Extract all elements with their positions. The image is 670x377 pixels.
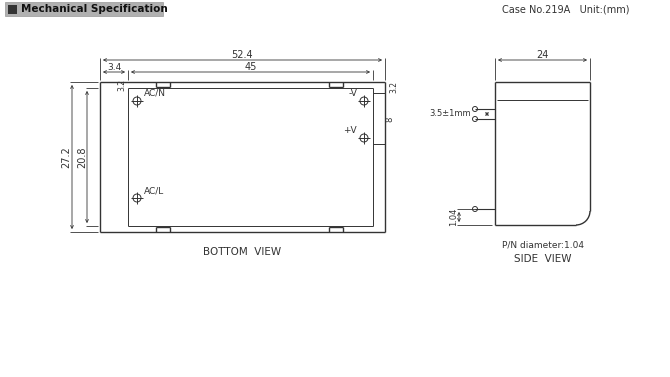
Text: 3.2: 3.2	[117, 79, 126, 91]
Text: P/N diameter:1.04: P/N diameter:1.04	[502, 241, 584, 250]
Text: 3.5±1mm: 3.5±1mm	[429, 109, 471, 118]
Text: Case No.219A   Unit:(mm): Case No.219A Unit:(mm)	[502, 4, 630, 14]
Text: Mechanical Specification: Mechanical Specification	[21, 4, 168, 14]
Text: 45: 45	[245, 62, 257, 72]
Text: AC/N: AC/N	[144, 89, 166, 98]
Text: +V: +V	[343, 126, 357, 135]
Text: BOTTOM  VIEW: BOTTOM VIEW	[204, 247, 281, 257]
Text: -V: -V	[348, 89, 357, 98]
Text: 27.2: 27.2	[61, 146, 71, 168]
Text: 8: 8	[385, 117, 395, 122]
Text: 20.8: 20.8	[77, 146, 87, 168]
Text: SIDE  VIEW: SIDE VIEW	[514, 254, 572, 264]
Text: 3.2: 3.2	[389, 81, 398, 93]
Text: 1.04: 1.04	[450, 208, 458, 226]
Text: AC/L: AC/L	[144, 186, 164, 195]
Text: 3.4: 3.4	[107, 63, 121, 72]
Bar	[8, 5, 17, 14]
Text: 52.4: 52.4	[232, 50, 253, 60]
Text: 24: 24	[536, 50, 549, 60]
Bar	[5, 2, 163, 16]
